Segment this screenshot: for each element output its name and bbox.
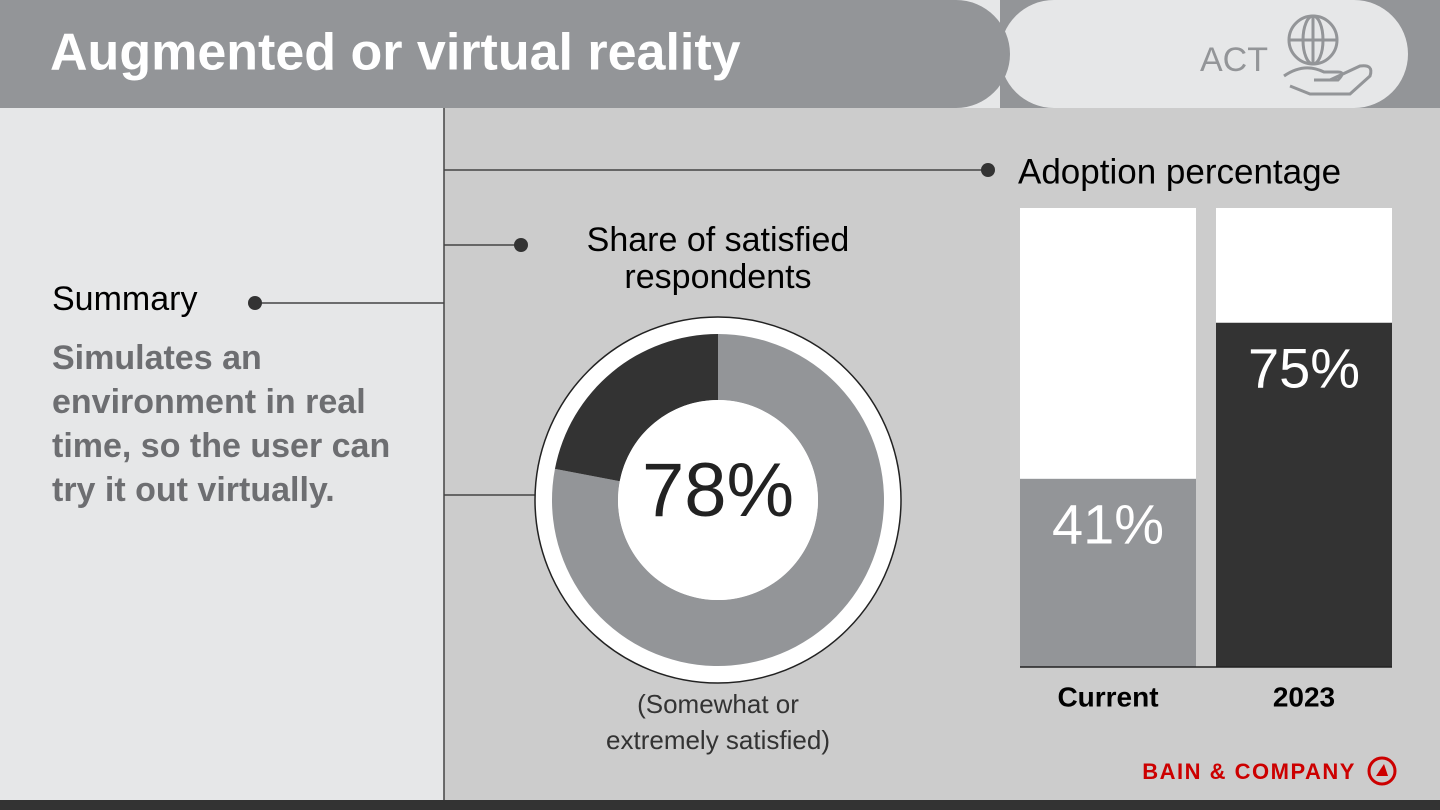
logo-mark: [1376, 764, 1388, 776]
bar: [1020, 478, 1196, 667]
tag: ACT: [1200, 41, 1268, 79]
x-tick-label: Current: [1057, 681, 1158, 712]
connector-dot: [981, 163, 995, 177]
title-band: [0, 0, 1010, 108]
bar-chart-title: Adoption percentage: [1018, 152, 1341, 191]
summary-heading: Summary: [52, 280, 197, 318]
donut-title: Share of satisfied respondents: [586, 221, 850, 296]
donut-segment: [554, 334, 718, 482]
connector-dot: [514, 238, 528, 252]
logo-mark: [1367, 756, 1397, 786]
bottom-strip: [0, 800, 1440, 810]
bar-value-label: 75%: [1248, 337, 1360, 400]
logo: BAIN & COMPANY: [1142, 759, 1356, 784]
tag-icon: [1283, 14, 1373, 96]
connector-dot: [248, 296, 262, 310]
bar-value-label: 41%: [1052, 493, 1164, 556]
donut-segment: [552, 334, 884, 666]
donut-value-label: 78%: [642, 448, 794, 533]
summary-text: Simulates an environment in real time, s…: [52, 339, 391, 509]
x-tick-label: 2023: [1273, 681, 1335, 712]
donut-hole: [618, 400, 818, 600]
bar: [1216, 322, 1392, 667]
page-title: Augmented or virtual reality: [50, 24, 741, 82]
left-panel: [0, 108, 444, 800]
donut-note: (Somewhat or extremely satisfied): [606, 689, 830, 755]
